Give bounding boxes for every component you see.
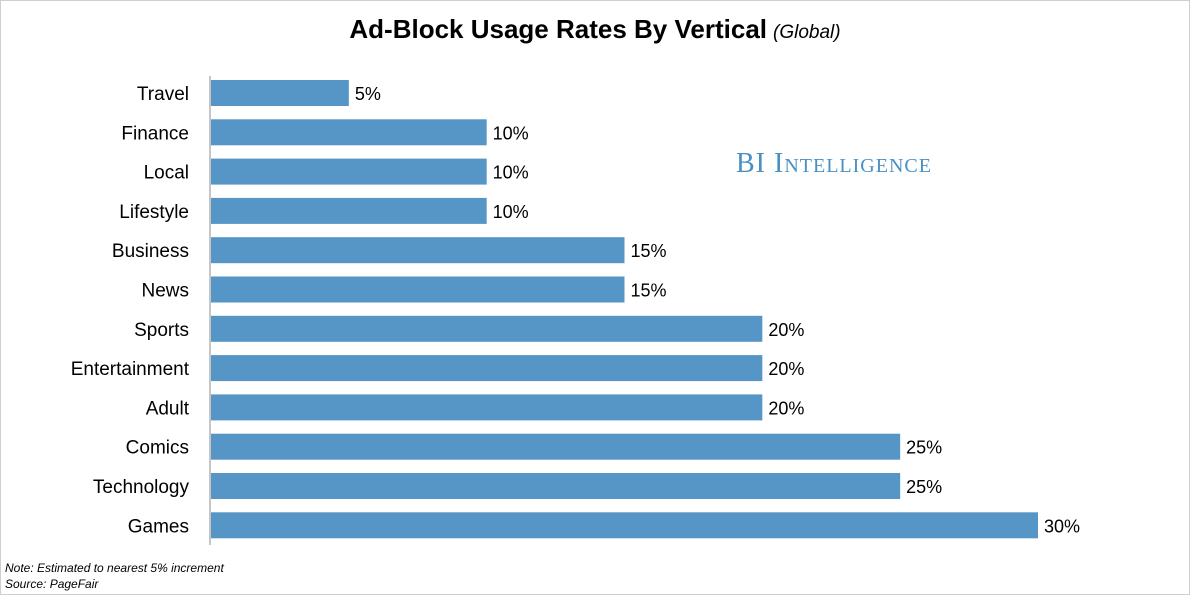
category-label-lifestyle: Lifestyle — [119, 202, 189, 223]
value-label-games: 30% — [1044, 516, 1080, 536]
bar-technology — [211, 473, 901, 499]
bar-entertainment — [211, 355, 763, 382]
category-label-adult: Adult — [146, 398, 190, 419]
category-label-finance: Finance — [121, 123, 189, 144]
bar-business — [211, 237, 625, 264]
category-label-news: News — [141, 281, 189, 302]
chart-title: Ad-Block Usage Rates By Vertical (Global) — [0, 14, 1190, 45]
value-label-lifestyle: 10% — [493, 202, 529, 222]
category-label-games: Games — [128, 516, 189, 537]
value-label-finance: 10% — [493, 123, 529, 143]
category-label-travel: Travel — [137, 84, 189, 105]
category-label-entertainment: Entertainment — [71, 359, 190, 380]
value-label-business: 15% — [631, 241, 667, 261]
category-label-sports: Sports — [134, 320, 189, 341]
bar-adult — [211, 394, 763, 421]
chart-title-main: Ad-Block Usage Rates By Vertical — [349, 14, 768, 44]
bi-intelligence-watermark: BI Intelligence — [736, 148, 932, 179]
category-label-technology: Technology — [93, 477, 190, 498]
bar-news — [211, 276, 625, 303]
category-label-comics: Comics — [126, 438, 189, 459]
bar-sports — [211, 315, 763, 342]
value-label-comics: 25% — [906, 438, 942, 458]
category-label-local: Local — [144, 163, 189, 184]
value-label-travel: 5% — [355, 84, 381, 104]
bars-group: Travel 5% Finance 10% Local 10% Lifestyle 10% Bu… — [71, 80, 1080, 539]
chart-notes: Note: Estimated to nearest 5% increment … — [5, 560, 224, 592]
bar-finance — [211, 119, 487, 146]
value-label-entertainment: 20% — [768, 359, 804, 379]
category-label-business: Business — [112, 241, 189, 262]
bar-local — [211, 158, 487, 185]
chart-title-subtitle: (Global) — [773, 22, 841, 43]
bar-games — [211, 512, 1038, 539]
bar-travel — [211, 80, 349, 106]
value-label-adult: 20% — [768, 398, 804, 418]
bar-comics — [211, 433, 901, 460]
value-label-local: 10% — [493, 163, 529, 183]
note-text: Note: Estimated to nearest 5% increment — [5, 561, 224, 575]
bar-lifestyle — [211, 197, 487, 224]
value-label-news: 15% — [631, 281, 667, 301]
value-label-technology: 25% — [906, 477, 942, 497]
source-text: Source: PageFair — [5, 577, 99, 591]
value-label-sports: 20% — [768, 320, 804, 340]
